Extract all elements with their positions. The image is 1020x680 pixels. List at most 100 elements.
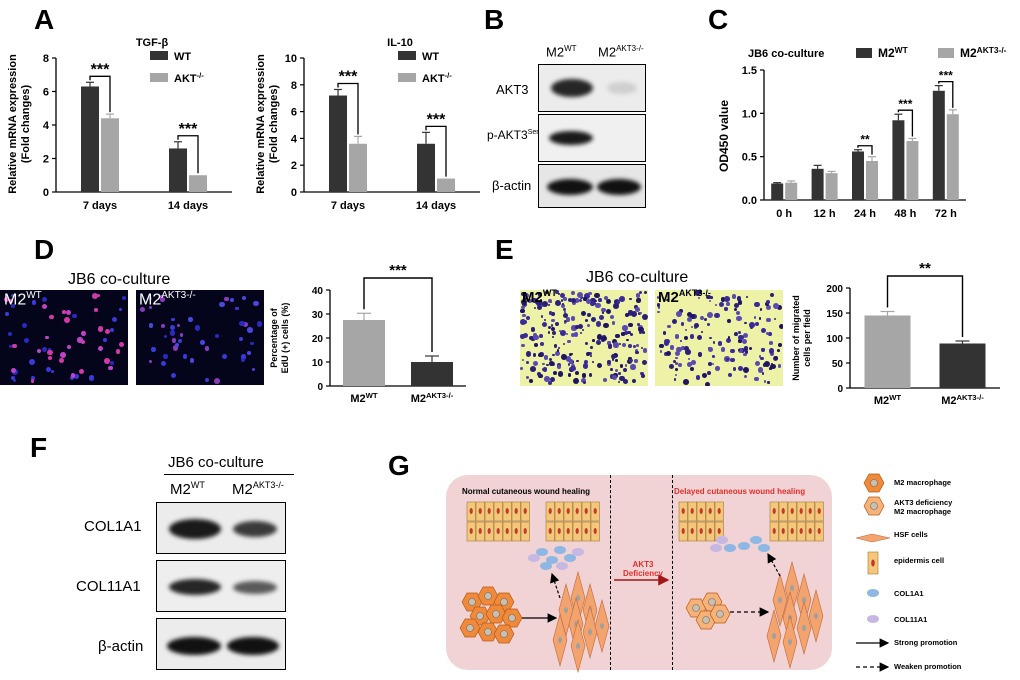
cell-dot bbox=[179, 333, 184, 337]
cell-dot bbox=[690, 367, 695, 371]
blot-b-col2-header: M2AKT3-/- bbox=[598, 44, 644, 60]
cell-dot bbox=[229, 298, 234, 303]
bar bbox=[864, 315, 911, 388]
panel-label-f: F bbox=[30, 432, 48, 463]
cell-dot bbox=[757, 367, 763, 373]
cell-dot bbox=[571, 352, 574, 355]
legend-m2-label: M2 macrophage bbox=[894, 478, 952, 487]
cell-dot bbox=[629, 297, 632, 300]
legend-label: AKT-/- bbox=[174, 71, 204, 85]
epidermis-cell-nucleus bbox=[523, 508, 527, 514]
cell-dot bbox=[583, 297, 587, 301]
cell-dot bbox=[642, 331, 645, 334]
cell-dot bbox=[601, 307, 606, 313]
cell-dot bbox=[710, 296, 713, 299]
cell-dot bbox=[666, 351, 672, 357]
blot-f-col1-header: M2WT bbox=[170, 480, 205, 498]
macrophage-nucleus bbox=[476, 612, 484, 620]
y-tick-label: 2 bbox=[291, 160, 297, 172]
legend-swatch bbox=[398, 73, 416, 82]
epidermis-cell-nucleus bbox=[808, 508, 812, 514]
cell-dot bbox=[119, 341, 125, 347]
bar bbox=[411, 362, 453, 386]
macrophage-nucleus bbox=[870, 502, 878, 510]
hsf-nucleus bbox=[772, 633, 776, 639]
significance-label: ** bbox=[860, 133, 870, 147]
cell-dot bbox=[578, 298, 582, 302]
col11a1-molecule bbox=[556, 562, 568, 570]
cell-dot bbox=[537, 292, 543, 297]
cell-dot bbox=[753, 316, 757, 319]
cell-dot bbox=[725, 338, 731, 344]
cell-dot bbox=[521, 358, 525, 362]
chart-title: TGF-β bbox=[136, 37, 169, 49]
cell-dot bbox=[622, 379, 628, 384]
y-tick-label: 4 bbox=[291, 133, 298, 145]
cell-dot bbox=[636, 298, 641, 303]
cell-dot bbox=[687, 316, 693, 323]
cell-dot bbox=[573, 332, 578, 337]
epidermis-cell-nucleus bbox=[681, 528, 685, 534]
cell-dot bbox=[552, 370, 557, 375]
cell-dot bbox=[41, 303, 47, 309]
cell-dot bbox=[727, 336, 731, 339]
y-tick-label: 2 bbox=[43, 154, 49, 166]
macrophage-nucleus bbox=[692, 604, 700, 612]
epidermis-cell-nucleus bbox=[699, 508, 703, 514]
y-tick-label: 1.5 bbox=[742, 65, 757, 77]
cell-dot bbox=[759, 308, 763, 312]
cell-dot bbox=[737, 331, 742, 335]
cell-dot bbox=[563, 319, 567, 323]
cell-dot bbox=[547, 380, 553, 386]
y-tick-label: 6 bbox=[291, 107, 297, 119]
cell-dot bbox=[715, 366, 720, 372]
cell-dot bbox=[537, 352, 543, 358]
col11a1-molecule bbox=[710, 544, 722, 552]
cell-dot bbox=[548, 310, 553, 315]
cell-dot bbox=[770, 351, 775, 356]
cell-dot bbox=[532, 333, 537, 337]
cell-dot bbox=[563, 297, 567, 301]
cell-dot bbox=[214, 378, 221, 385]
cell-dot bbox=[565, 317, 571, 322]
cell-dot bbox=[736, 296, 742, 301]
epidermis-cell-nucleus bbox=[496, 508, 500, 514]
epidermis-cell-nucleus bbox=[575, 508, 579, 514]
y-axis-label: Number of migratedcells per field bbox=[791, 295, 812, 381]
epidermis-cell-nucleus bbox=[593, 508, 597, 514]
cell-dot bbox=[659, 350, 663, 353]
y-tick-label: 40 bbox=[312, 286, 324, 297]
cell-dot bbox=[550, 376, 556, 382]
cell-dot bbox=[528, 299, 533, 304]
cell-dot bbox=[724, 307, 728, 311]
cell-dot bbox=[676, 347, 682, 353]
cell-dot bbox=[567, 373, 572, 377]
epidermis-cell-nucleus bbox=[690, 528, 694, 534]
cell-dot bbox=[247, 326, 253, 333]
macrophage-nucleus bbox=[500, 630, 508, 638]
cell-dot bbox=[769, 367, 772, 370]
cell-dot bbox=[576, 359, 579, 363]
cell-dot bbox=[30, 375, 36, 380]
bar bbox=[785, 182, 798, 200]
cell-dot bbox=[725, 357, 730, 362]
cell-dot bbox=[536, 372, 541, 377]
cell-dot bbox=[520, 298, 527, 305]
blot-f-title: JB6 co-culture bbox=[168, 454, 264, 471]
cell-dot bbox=[121, 296, 126, 301]
y-tick-label: 4 bbox=[43, 120, 50, 132]
cell-dot bbox=[74, 374, 80, 380]
tgf-beta-chart: 0 2 4 6 8 7 days *** 14 days *** TGF-β Relative mR… bbox=[7, 37, 232, 212]
cell-dot bbox=[11, 304, 15, 308]
cell-dot bbox=[109, 327, 115, 333]
cell-dot bbox=[629, 333, 633, 337]
cell-dot bbox=[667, 324, 671, 329]
col11a1-molecule bbox=[572, 548, 584, 556]
cell-dot bbox=[65, 309, 71, 316]
cell-dot bbox=[8, 332, 13, 337]
col1a1-molecule bbox=[750, 536, 762, 544]
cell-dot bbox=[656, 303, 661, 308]
cell-dot bbox=[709, 336, 712, 340]
col1a1-molecule bbox=[536, 548, 548, 556]
cell-dot bbox=[677, 363, 682, 367]
